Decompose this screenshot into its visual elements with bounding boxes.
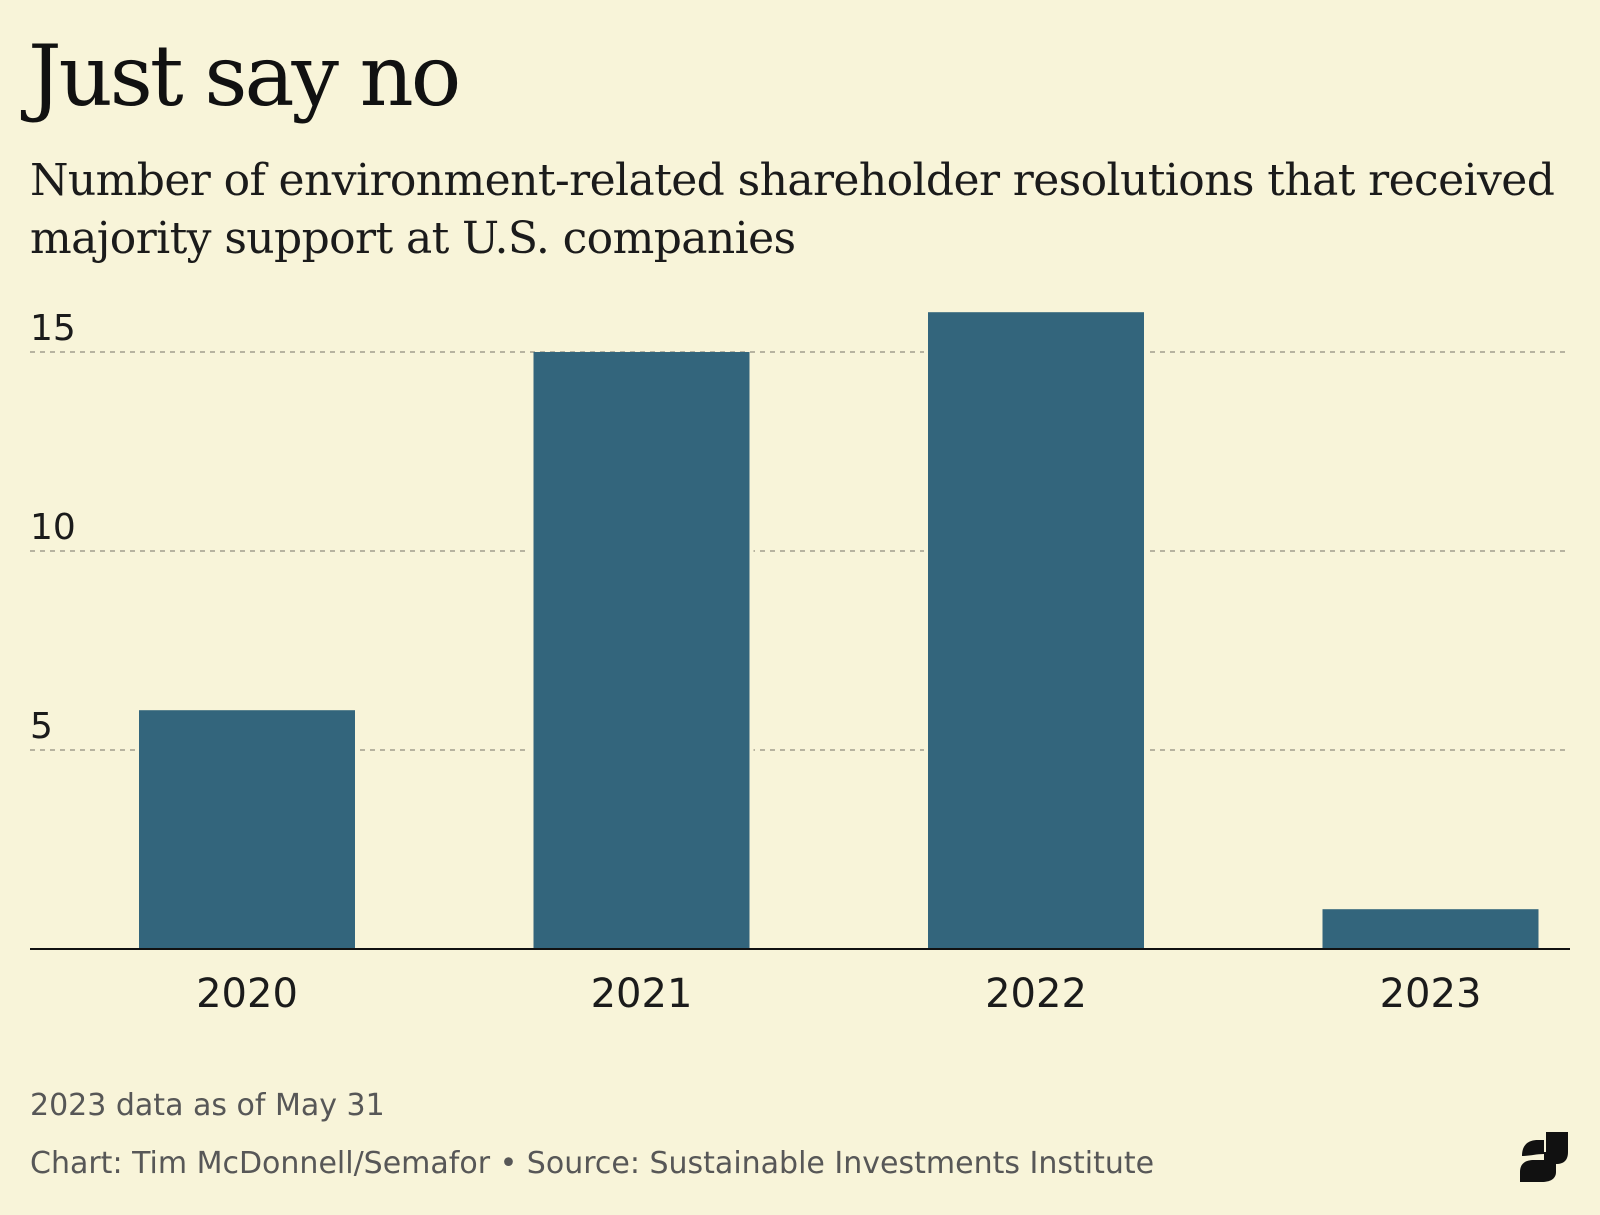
data-note: 2023 data as of May 31 xyxy=(30,1088,385,1123)
grid-gap xyxy=(924,748,928,752)
y-tick-label-10: 10 xyxy=(30,507,76,548)
x-tick-label-2021: 2021 xyxy=(591,971,693,1017)
x-tick-label-2022: 2022 xyxy=(985,971,1087,1017)
y-tick-label-5: 5 xyxy=(30,706,53,747)
x-tick-labels: 2020 2021 2022 2023 xyxy=(196,971,1481,1017)
grid-gap xyxy=(355,748,359,752)
grid-gap xyxy=(135,748,139,752)
grid-gap xyxy=(924,549,928,553)
chart-title: Just say no xyxy=(28,27,461,125)
grid-gap xyxy=(529,748,534,752)
bars xyxy=(135,312,1539,949)
bar-2020 xyxy=(139,710,355,949)
bar-2022 xyxy=(928,312,1144,949)
grid-gap xyxy=(749,748,754,752)
bar-2021 xyxy=(533,352,750,949)
chart-subtitle: Number of environment-related shareholde… xyxy=(30,155,1555,264)
x-tick-label-2023: 2023 xyxy=(1380,971,1482,1017)
chart-credit: Chart: Tim McDonnell/Semafor • Source: S… xyxy=(30,1146,1155,1181)
gridlines xyxy=(30,351,1570,751)
grid-gap xyxy=(1144,549,1148,553)
grid-gap xyxy=(924,350,928,354)
y-tick-labels: 5 10 15 xyxy=(30,308,76,747)
grid-gap xyxy=(1144,350,1148,354)
y-tick-label-15: 15 xyxy=(30,308,76,349)
grid-gap xyxy=(529,549,534,553)
semafor-s-logo xyxy=(1520,1132,1568,1182)
grid-gap xyxy=(1144,748,1148,752)
bar-2023 xyxy=(1322,909,1539,949)
grid-gap xyxy=(749,549,754,553)
x-tick-label-2020: 2020 xyxy=(196,971,298,1017)
